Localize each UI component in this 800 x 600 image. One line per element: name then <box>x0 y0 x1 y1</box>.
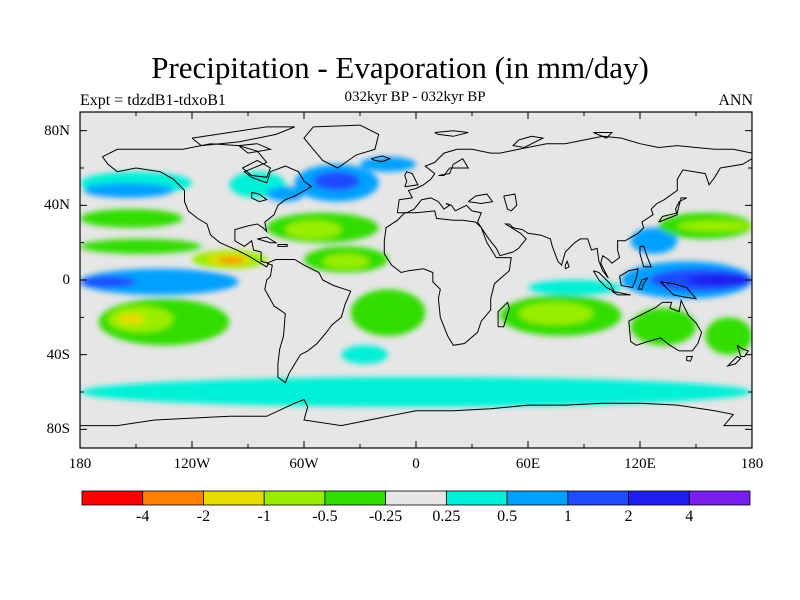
coastline <box>438 158 470 176</box>
coastline <box>80 398 752 427</box>
field-region <box>705 317 752 355</box>
coastline <box>238 143 273 154</box>
colorbar-swatch <box>506 490 569 506</box>
x-tick-label: 60W <box>289 456 319 472</box>
y-tick-label: 0 <box>62 272 71 288</box>
colorbar-swatch <box>385 490 447 506</box>
colorbar-swatch <box>142 490 204 506</box>
plot-subtitle: 032kyr BP - 032kyr BP <box>344 89 486 105</box>
colorbar-label: 4 <box>685 508 694 525</box>
coastline <box>660 281 698 300</box>
field-region <box>80 209 183 228</box>
precip-evap-field <box>80 156 752 407</box>
coastline <box>628 298 703 352</box>
colorbar-label: 1 <box>563 508 572 525</box>
y-tick-label: 80S <box>46 421 70 438</box>
coastline <box>512 135 545 149</box>
x-tick-label: 120W <box>173 456 211 472</box>
colorbar-label: -2 <box>196 508 211 525</box>
axis-ticks <box>79 112 753 448</box>
field-region <box>677 220 752 232</box>
coastline <box>637 277 649 290</box>
x-tick-label: 180 <box>740 456 764 472</box>
colorbar-label: -0.5 <box>312 508 338 525</box>
field-region <box>350 289 426 336</box>
field-region <box>80 377 752 407</box>
field-region <box>686 274 752 286</box>
field-region <box>285 220 342 239</box>
colorbar-swatch <box>203 490 265 506</box>
colorbar-label: -0.25 <box>368 508 403 525</box>
x-tick-label: 120E <box>624 456 656 472</box>
colorbar-swatch <box>445 490 508 506</box>
coastline <box>251 191 268 203</box>
coastline <box>611 290 631 296</box>
field-region <box>266 186 305 202</box>
y-tick-label: 80N <box>44 122 70 139</box>
colorbar-swatch <box>324 490 387 506</box>
coastline <box>467 193 494 205</box>
coastline <box>383 210 512 346</box>
coastline <box>564 260 570 270</box>
coastline <box>370 155 392 163</box>
field-region <box>322 253 370 269</box>
colorbar <box>81 490 751 506</box>
coastline <box>303 124 380 169</box>
coastline <box>396 135 752 279</box>
field-region <box>80 276 136 288</box>
coastlines <box>80 124 752 427</box>
y-tick-label: 40S <box>46 346 70 363</box>
coastline <box>264 259 352 384</box>
colorbar-swatch <box>628 490 690 506</box>
x-tick-label: 60E <box>515 456 541 472</box>
coastline <box>404 171 419 188</box>
coastline <box>639 245 652 268</box>
colorbar-swatch <box>81 490 144 506</box>
field-region <box>80 268 239 295</box>
colorbar-label: 0.5 <box>497 508 518 525</box>
coastline <box>658 197 687 223</box>
field-region <box>341 345 388 364</box>
colorbar-label: -4 <box>136 508 150 525</box>
coastline <box>257 236 278 244</box>
coastline <box>726 356 742 367</box>
field-region <box>83 182 174 198</box>
field-region <box>630 308 696 346</box>
field-region <box>313 171 360 191</box>
colorbar-label: 2 <box>624 508 633 525</box>
colorbar-label: 0.25 <box>432 508 461 525</box>
coastline <box>497 301 510 328</box>
coastline <box>434 130 469 137</box>
field-region <box>218 257 245 264</box>
field-region <box>117 313 146 325</box>
coastline <box>101 143 313 268</box>
coastline <box>242 159 272 178</box>
experiment-label: Expt = tdzdB1-tdxoB1 <box>80 92 226 109</box>
colorbar-swatch <box>263 490 326 506</box>
coastline <box>503 193 518 212</box>
coastline <box>593 132 614 139</box>
coastline <box>736 344 750 357</box>
coastline <box>277 244 288 247</box>
coastline <box>619 268 639 289</box>
x-tick-label: 180 <box>68 456 92 472</box>
colorbar-swatch <box>567 490 629 506</box>
field-region <box>518 302 594 325</box>
coastline <box>686 356 694 362</box>
colorbar-swatch <box>688 490 751 506</box>
field-region <box>528 280 622 295</box>
field-region <box>80 238 202 254</box>
colorbar-label: -1 <box>257 508 271 525</box>
plot-title: Precipitation - Evaporation (in mm/day) <box>151 50 649 85</box>
season-label: ANN <box>718 92 753 109</box>
x-tick-label: 0 <box>412 456 420 472</box>
coastline <box>191 126 295 147</box>
y-tick-label: 40N <box>44 197 70 214</box>
field-region <box>630 227 678 254</box>
